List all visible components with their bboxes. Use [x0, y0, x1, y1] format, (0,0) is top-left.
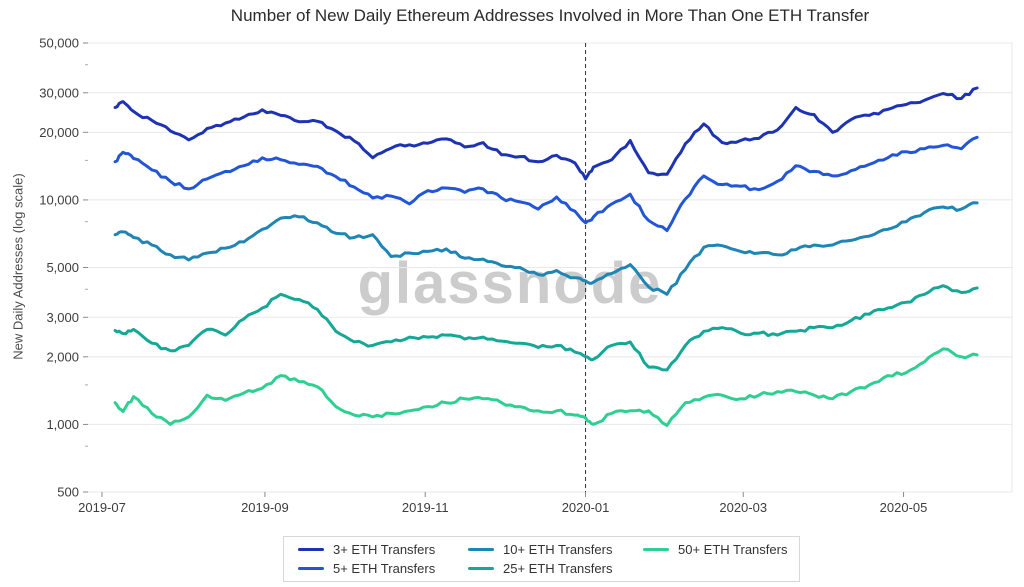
line-chart-plot-area[interactable]: 50,000 30,000 20,000 10,000 5,000 3,000 2,000 1…: [0, 0, 1024, 530]
x-tick-label: 2019-09: [241, 500, 289, 515]
axis-ticks: [83, 42, 905, 497]
y-tick-label: 3,000: [46, 310, 79, 325]
legend-item[interactable]: 10+ ETH Transfers: [468, 540, 612, 559]
y-tick-label: 50,000: [39, 36, 79, 51]
legend-line-swatch: [298, 548, 324, 551]
axis-labels: 50,000 30,000 20,000 10,000 5,000 3,000 2,000 1…: [39, 36, 927, 516]
legend-label: 25+ ETH Transfers: [503, 561, 613, 576]
series-line-3-eth-transfers[interactable]: [113, 86, 979, 181]
y-tick-label: 500: [57, 485, 79, 500]
gridlines: [88, 42, 1012, 493]
y-tick-label: 20,000: [39, 125, 79, 140]
legend-item[interactable]: 50+ ETH Transfers: [643, 540, 787, 559]
series-line-5-eth-transfers[interactable]: [113, 135, 979, 233]
y-tick-label: 2,000: [46, 349, 79, 364]
legend-label: 10+ ETH Transfers: [503, 542, 613, 557]
legend-label: 5+ ETH Transfers: [333, 561, 436, 576]
glassnode-watermark: glassnode: [357, 251, 663, 316]
series-line-25-eth-transfers[interactable]: [113, 284, 979, 372]
legend-label: 50+ ETH Transfers: [678, 542, 788, 557]
x-tick-label: 2019-11: [402, 500, 449, 515]
legend-line-swatch: [468, 567, 494, 570]
legend: 3+ ETH Transfers 5+ ETH Transfers 10+ ETH …: [283, 536, 800, 582]
x-tick-label: 2019-07: [78, 500, 126, 515]
legend-column: 3+ ETH Transfers 5+ ETH Transfers: [298, 540, 435, 578]
y-tick-label: 5,000: [46, 260, 79, 275]
legend-line-swatch: [643, 548, 669, 551]
x-tick-label: 2020-01: [562, 500, 610, 515]
y-tick-label: 1,000: [46, 417, 79, 432]
y-tick-label: 10,000: [39, 192, 79, 207]
legend-label: 3+ ETH Transfers: [333, 542, 436, 557]
legend-item[interactable]: 3+ ETH Transfers: [298, 540, 435, 559]
legend-line-swatch: [298, 567, 324, 570]
legend-line-swatch: [468, 548, 494, 551]
chart-title: Number of New Daily Ethereum Addresses I…: [230, 6, 870, 25]
legend-item[interactable]: 5+ ETH Transfers: [298, 559, 435, 578]
legend-column: 50+ ETH Transfers: [643, 540, 787, 559]
x-tick-label: 2020-03: [719, 500, 767, 515]
legend-column: 10+ ETH Transfers 25+ ETH Transfers: [468, 540, 612, 578]
x-tick-label: 2020-05: [880, 500, 928, 515]
legend-item[interactable]: 25+ ETH Transfers: [468, 559, 612, 578]
y-tick-label: 30,000: [39, 85, 79, 100]
series-line-10-eth-transfers[interactable]: [113, 201, 979, 296]
series-line-50-eth-transfers[interactable]: [113, 347, 979, 427]
